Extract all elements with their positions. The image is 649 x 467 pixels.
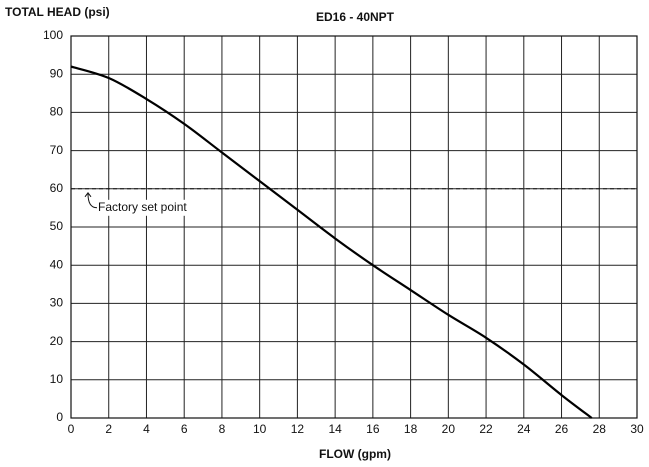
x-tick-label: 28: [593, 422, 607, 436]
x-tick-label: 4: [143, 422, 150, 436]
y-tick-label: 10: [50, 372, 64, 386]
x-tick-label: 14: [328, 422, 342, 436]
x-tick-label: 26: [555, 422, 569, 436]
annotation-arrow: [87, 193, 98, 209]
x-tick-label: 24: [517, 422, 531, 436]
annotation-label: Factory set point: [98, 200, 187, 214]
x-tick-label: 18: [404, 422, 418, 436]
x-tick-label: 8: [219, 422, 226, 436]
x-axis-label: FLOW (gpm): [319, 447, 391, 461]
plot-border: [70, 35, 638, 419]
annotation-arrowhead: [84, 191, 92, 198]
x-tick-label: 12: [291, 422, 305, 436]
x-tick-label: 6: [181, 422, 188, 436]
y-tick-label: 70: [50, 143, 64, 157]
y-axis-label: TOTAL HEAD (psi): [5, 5, 110, 19]
y-tick-label: 100: [43, 28, 63, 42]
x-tick-label: 2: [105, 422, 112, 436]
y-tick-label: 90: [50, 66, 64, 80]
y-tick-label: 30: [50, 296, 64, 310]
x-tick-label: 30: [630, 422, 644, 436]
annotation-label-bg: [96, 199, 206, 216]
chart-title: ED16 - 40NPT: [316, 10, 395, 24]
y-tick-label: 20: [50, 334, 64, 348]
y-tick-label: 80: [50, 105, 64, 119]
curve: [70, 65, 593, 419]
x-tick-label: 22: [479, 422, 493, 436]
x-tick-label: 10: [253, 422, 267, 436]
y-tick-label: 0: [56, 410, 63, 424]
y-tick-label: 50: [50, 219, 64, 233]
x-tick-label: 0: [68, 422, 75, 436]
y-tick-label: 40: [50, 257, 64, 271]
y-tick-label: 60: [50, 181, 64, 195]
x-tick-label: 16: [366, 422, 380, 436]
x-tick-label: 20: [442, 422, 456, 436]
